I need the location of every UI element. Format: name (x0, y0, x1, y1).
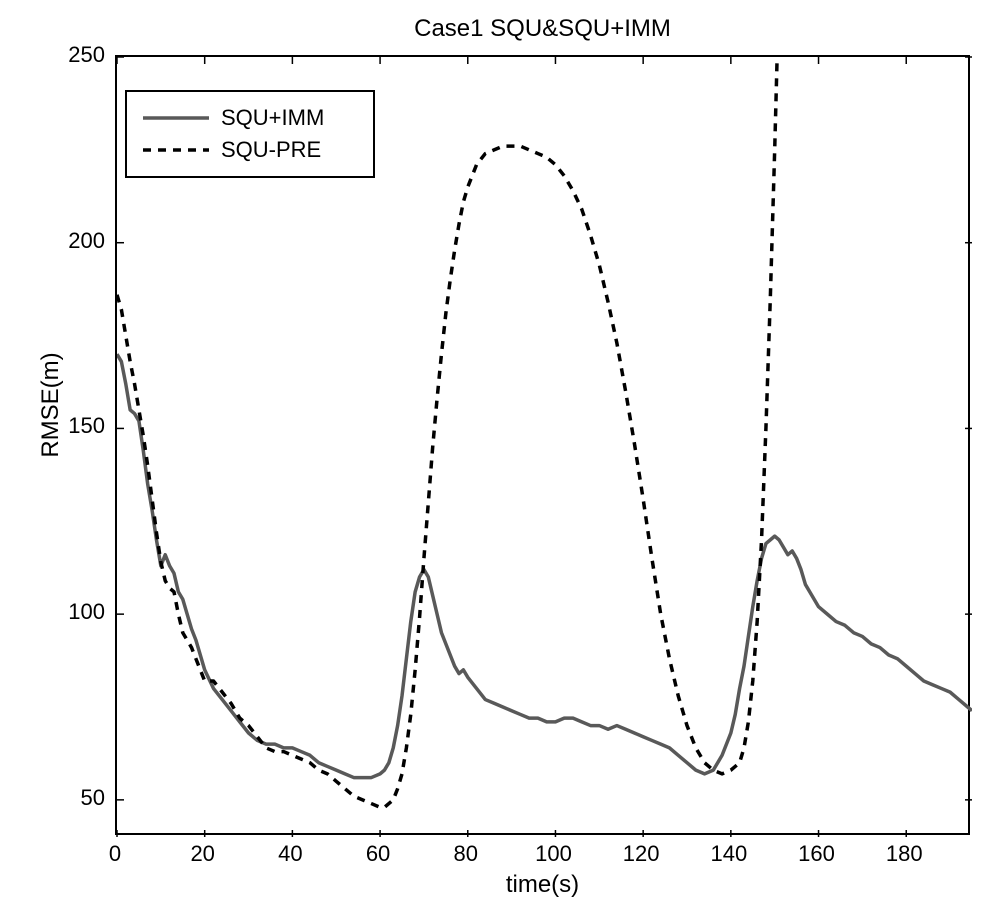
legend: SQU+IMM SQU-PRE (125, 90, 375, 178)
y-tick-label: 100 (45, 599, 105, 625)
x-axis-label: time(s) (115, 871, 970, 899)
y-tick-label: 200 (45, 228, 105, 254)
y-tick-label: 250 (45, 42, 105, 68)
chart-title: Case1 SQU&SQU+IMM (115, 15, 970, 43)
figure: Case1 SQU&SQU+IMM RMSE(m) time(s) SQU+IM… (0, 0, 1000, 908)
legend-item: SQU-PRE (141, 134, 359, 166)
x-tick-label: 180 (874, 841, 934, 867)
x-tick-label: 20 (173, 841, 233, 867)
series-squ_imm (117, 354, 972, 777)
x-tick-label: 120 (611, 841, 671, 867)
y-tick-label: 150 (45, 413, 105, 439)
legend-label: SQU-PRE (221, 137, 321, 163)
x-tick-label: 160 (787, 841, 847, 867)
x-tick-label: 80 (436, 841, 496, 867)
x-tick-label: 40 (260, 841, 320, 867)
legend-swatch (141, 106, 211, 130)
y-tick-label: 50 (45, 785, 105, 811)
x-tick-label: 100 (523, 841, 583, 867)
y-axis-label: RMSE(m) (37, 305, 65, 505)
legend-swatch (141, 138, 211, 162)
legend-item: SQU+IMM (141, 102, 359, 134)
x-tick-label: 140 (699, 841, 759, 867)
legend-label: SQU+IMM (221, 105, 324, 131)
x-tick-label: 60 (348, 841, 408, 867)
x-tick-label: 0 (85, 841, 145, 867)
